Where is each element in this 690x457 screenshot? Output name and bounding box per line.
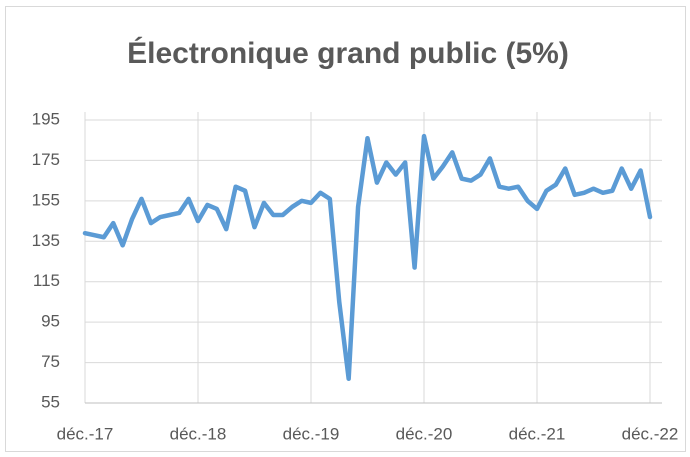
y-tick-label: 95 [41, 312, 60, 331]
line-series [82, 133, 653, 381]
x-tick-label: déc.-21 [509, 424, 566, 443]
x-tick-label: déc.-19 [283, 424, 340, 443]
x-tick-label: déc.-18 [170, 424, 227, 443]
x-tick-label: déc.-17 [57, 424, 114, 443]
y-tick-label: 55 [41, 392, 60, 411]
x-tick-label: déc.-22 [622, 424, 679, 443]
y-tick-label: 75 [41, 352, 60, 371]
y-tick-label: 155 [32, 190, 60, 209]
y-tick-label: 135 [32, 231, 60, 250]
chart-border [5, 6, 686, 452]
x-tick-label: déc.-20 [396, 424, 453, 443]
y-tick-label: 175 [32, 150, 60, 169]
chart-title: Électronique grand public (5%) [127, 36, 569, 70]
y-tick-label: 115 [33, 271, 60, 290]
y-tick-label: 195 [32, 109, 60, 128]
